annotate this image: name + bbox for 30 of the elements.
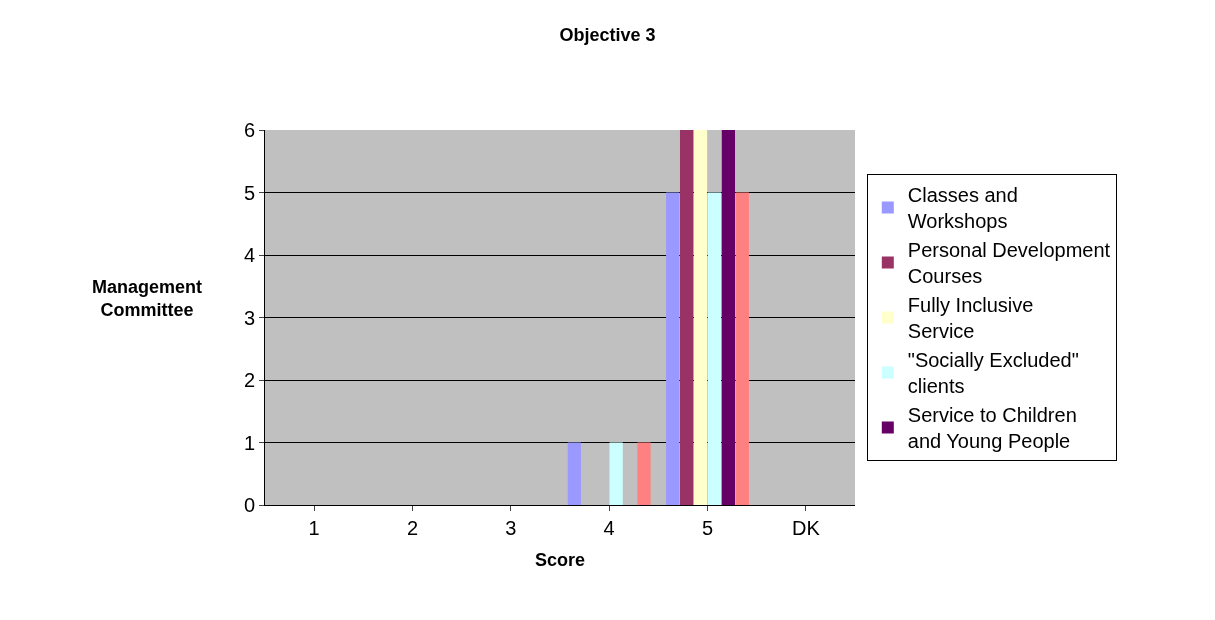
bar xyxy=(637,442,651,505)
y-tick-label: 1 xyxy=(243,431,255,454)
legend-label: Service to Children and Young People xyxy=(907,404,1077,453)
bar xyxy=(609,442,623,505)
legend-label: Personal Development Courses xyxy=(907,239,1111,288)
legend-label: Fully Inclusive Service xyxy=(907,294,1034,343)
chart-title: Objective 3 xyxy=(559,24,656,45)
x-tick-label: 1 xyxy=(308,517,320,539)
y-tick-label: 4 xyxy=(243,244,255,266)
y-tick-label: 5 xyxy=(243,181,255,204)
bar xyxy=(666,192,680,505)
x-tick-label: 5 xyxy=(701,517,714,539)
y-tick-label: 2 xyxy=(243,369,255,391)
y-tick-label: 6 xyxy=(243,119,255,141)
y-tick-label: 3 xyxy=(243,306,255,329)
legend-label: "Socially Excluded" clients xyxy=(907,349,1079,398)
bar xyxy=(707,192,722,505)
bar xyxy=(735,192,749,505)
x-tick-label: 3 xyxy=(505,517,517,539)
bar xyxy=(721,130,736,505)
x-tick-label: 2 xyxy=(406,517,419,539)
y-tick-label: 0 xyxy=(243,494,255,516)
bar xyxy=(567,442,581,505)
x-axis-title: Score xyxy=(534,550,586,571)
legend-label: Classes and Workshops xyxy=(907,184,1018,233)
x-tick-label: DK xyxy=(791,517,821,539)
x-tick-label: 4 xyxy=(603,517,615,539)
bar xyxy=(693,130,708,505)
bar xyxy=(679,130,694,505)
y-axis-title: Management Committee xyxy=(92,277,203,321)
